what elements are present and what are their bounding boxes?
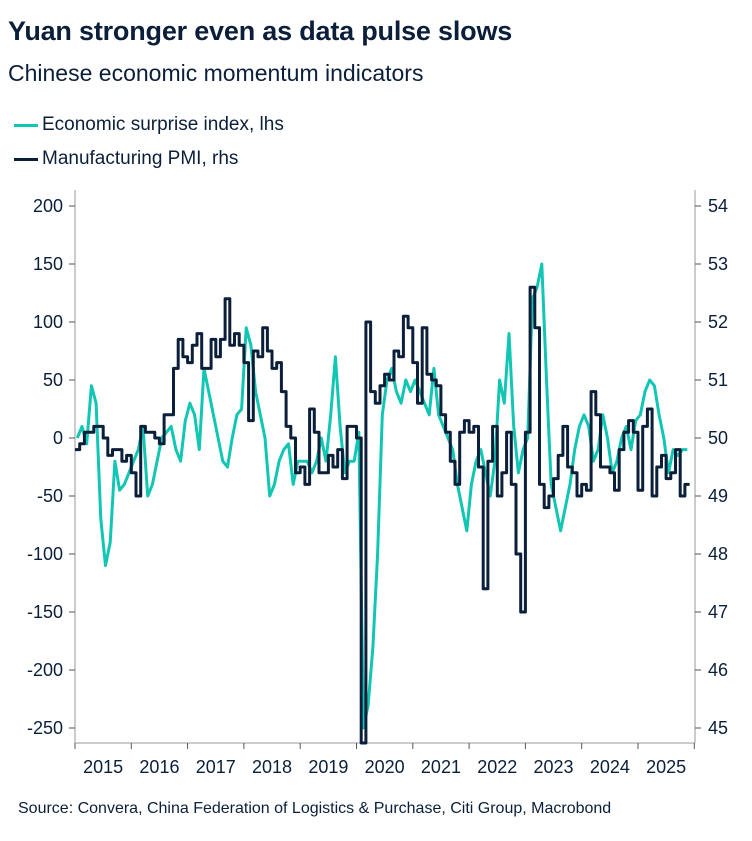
left-tick-label: -250 [27, 718, 63, 738]
right-tick-label: 52 [708, 312, 728, 332]
left-tick-label: -200 [27, 660, 63, 680]
right-tick-label: 48 [708, 544, 728, 564]
legend-item-pmi: Manufacturing PMI, rhs [14, 148, 238, 170]
right-tick-label: 51 [708, 370, 728, 390]
right-tick-label: 46 [708, 660, 728, 680]
x-tick-label: 2024 [590, 757, 630, 777]
left-tick-label: -50 [37, 486, 63, 506]
chart-subtitle: Chinese economic momentum indicators [8, 60, 424, 86]
x-tick-label: 2017 [196, 757, 236, 777]
right-tick-label: 49 [708, 486, 728, 506]
right-tick-label: 45 [708, 718, 728, 738]
legend-item-surprise: Economic surprise index, lhs [14, 114, 284, 136]
left-tick-label: 100 [33, 312, 63, 332]
right-tick-label: 50 [708, 428, 728, 448]
source-note: Source: Convera, China Federation of Log… [18, 800, 612, 817]
left-tick-label: 150 [33, 254, 63, 274]
right-tick-label: 54 [708, 196, 728, 216]
left-tick-label: 200 [33, 196, 63, 216]
x-tick-label: 2015 [83, 757, 123, 777]
left-tick-label: -150 [27, 602, 63, 622]
x-tick-label: 2021 [421, 757, 461, 777]
x-tick-label: 2020 [365, 757, 405, 777]
x-tick-label: 2025 [646, 757, 686, 777]
manufacturing-pmi-line [75, 285, 690, 745]
right-tick-label: 47 [708, 602, 728, 622]
chart-title: Yuan stronger even as data pulse slows [8, 16, 513, 46]
right-tick-label: 53 [708, 254, 728, 274]
x-tick-label: 2019 [308, 757, 348, 777]
legend-label-surprise: Economic surprise index, lhs [42, 114, 284, 135]
surprise-index-line [75, 262, 688, 730]
left-tick-label: 0 [53, 428, 63, 448]
left-tick-label: -100 [27, 544, 63, 564]
x-tick-label: 2023 [534, 757, 574, 777]
left-tick-label: 50 [43, 370, 63, 390]
legend-label-pmi: Manufacturing PMI, rhs [42, 148, 239, 169]
x-tick-label: 2022 [477, 757, 517, 777]
legend-swatch-surprise [14, 123, 38, 127]
x-tick-label: 2016 [139, 757, 179, 777]
legend-swatch-pmi [14, 157, 38, 161]
x-tick-label: 2018 [252, 757, 292, 777]
